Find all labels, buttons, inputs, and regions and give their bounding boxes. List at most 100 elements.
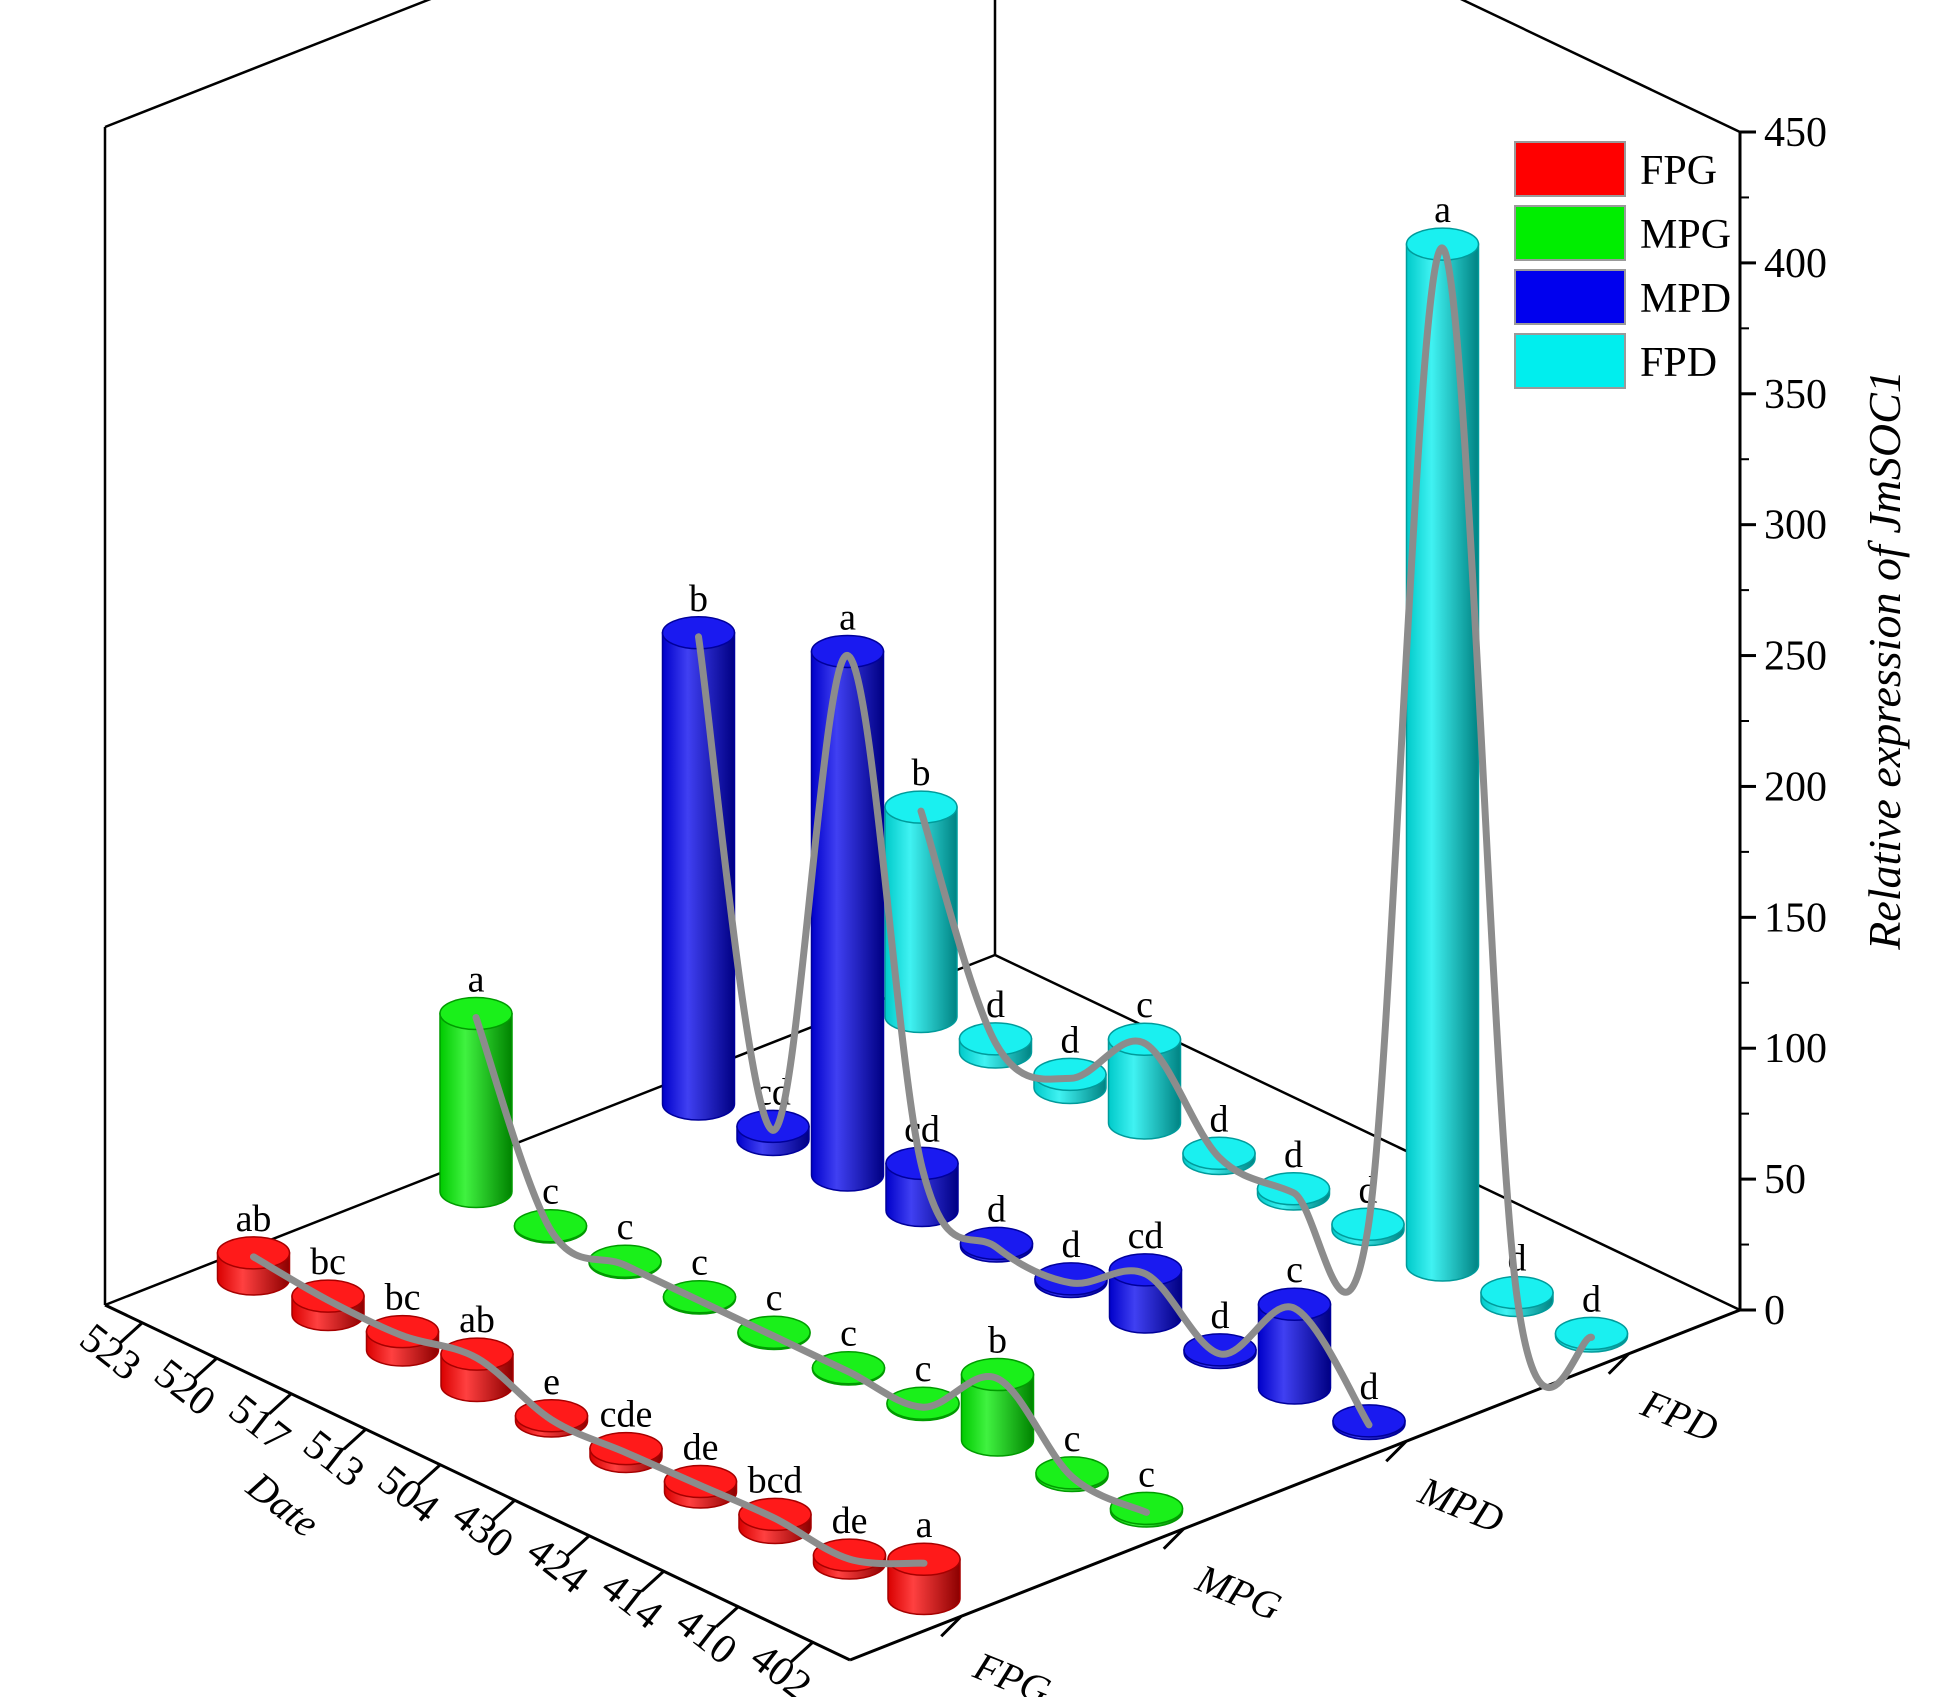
bar-MPD-520: cd	[736, 1071, 810, 1157]
bar-top	[1108, 1253, 1183, 1287]
bar-MPD-513: cd	[885, 1108, 959, 1228]
date-tick	[193, 1357, 218, 1380]
bar-top	[589, 1431, 663, 1466]
significance-label: bcd	[748, 1459, 803, 1501]
bar-MPG-513: c	[662, 1242, 737, 1315]
y-axis-label: Relative expression of JmSOC1	[1859, 370, 1910, 951]
date-tick	[491, 1499, 516, 1522]
bar-FPG-410: de	[812, 1500, 887, 1580]
bar-FPD-513: c	[1107, 984, 1182, 1140]
bar-MPD-424: cd	[1108, 1215, 1183, 1334]
legend: FPG MPG MPD FPD	[1514, 141, 1731, 389]
significance-label: e	[543, 1361, 560, 1403]
y-tick-label: 350	[1764, 372, 1827, 418]
bar-top	[1107, 1022, 1182, 1056]
significance-label: bc	[310, 1241, 346, 1283]
bar-MPD-410: c	[1257, 1249, 1332, 1405]
bar-FPG-430: cde	[589, 1394, 663, 1474]
significance-label: c	[766, 1277, 783, 1319]
x-axis-label: Date	[238, 1462, 328, 1546]
significance-label: a	[1434, 189, 1451, 231]
fit-line-FPG	[250, 1253, 928, 1568]
top-back-edge	[104, 0, 432, 129]
floor-right-back-edge	[994, 953, 1741, 1312]
date-tick	[566, 1534, 591, 1557]
bar-FPG-402: a	[887, 1504, 961, 1616]
bar-body	[1405, 243, 1480, 1282]
bar-MPG-424: c	[886, 1348, 960, 1422]
y-tick-label: 150	[1764, 895, 1827, 941]
legend-label-FPD: FPD	[1640, 340, 1717, 386]
legend-swatch-MPD	[1514, 269, 1626, 325]
y-tick-label: 0	[1764, 1288, 1785, 1334]
bar-top	[1405, 227, 1480, 261]
y-tick-label: 50	[1764, 1157, 1806, 1203]
significance-label: d	[1582, 1278, 1601, 1320]
significance-label: d	[1284, 1134, 1303, 1176]
bar-MPD-517: a	[810, 596, 885, 1192]
group-axis-line	[849, 1308, 1741, 1662]
date-tick-label: 402	[742, 1634, 820, 1697]
y-tick-label: 450	[1764, 110, 1827, 156]
significance-label: d	[1360, 1366, 1379, 1408]
bar-body	[810, 650, 885, 1192]
significance-label: ab	[459, 1299, 495, 1341]
significance-label: bc	[385, 1277, 421, 1319]
significance-label: c	[1286, 1249, 1303, 1291]
significance-label: c	[542, 1171, 559, 1213]
date-tick	[417, 1463, 442, 1486]
fit-line-MPD	[695, 633, 1373, 1429]
legend-label-FPG: FPG	[1640, 148, 1717, 194]
date-tick	[640, 1570, 665, 1593]
fit-line-FPD	[917, 244, 1595, 1391]
group-tick-label: FPD	[1634, 1380, 1724, 1451]
bar-FPG-513: ab	[440, 1299, 514, 1403]
date-tick	[268, 1392, 293, 1415]
significance-label: a	[916, 1504, 933, 1546]
bar-top	[216, 1236, 291, 1270]
significance-label: d	[987, 1188, 1006, 1230]
significance-label: d	[986, 984, 1005, 1026]
significance-label: c	[840, 1313, 857, 1355]
bar-MPG-430: c	[811, 1313, 886, 1386]
significance-label: ab	[236, 1198, 272, 1240]
y-tick-label: 200	[1764, 764, 1827, 810]
significance-label: cd	[1128, 1215, 1164, 1257]
significance-label: a	[468, 958, 485, 1000]
bar-FPD-414: a	[1405, 189, 1480, 1282]
significance-label: d	[1211, 1295, 1230, 1337]
group-tick-label: FPG	[967, 1642, 1057, 1697]
group-tick	[1607, 1352, 1630, 1375]
fit-line-MPG	[472, 1013, 1150, 1516]
group-tick-label: MPG	[1189, 1555, 1287, 1630]
significance-label: d	[1062, 1224, 1081, 1266]
y-tick-label: 100	[1764, 1026, 1827, 1072]
date-tick	[789, 1641, 814, 1664]
significance-label: c	[915, 1348, 932, 1390]
significance-label: b	[912, 752, 931, 794]
top-right-edge	[1460, 0, 1741, 134]
significance-label: b	[988, 1320, 1007, 1362]
significance-label: b	[689, 578, 708, 620]
bar-top	[440, 1337, 514, 1371]
bar-body	[439, 1012, 513, 1209]
significance-label: d	[1061, 1019, 1080, 1061]
significance-label: c	[1064, 1418, 1081, 1460]
bar-FPD-517: d	[1033, 1019, 1107, 1105]
y-tick-label: 250	[1764, 634, 1827, 680]
legend-swatch-FPG	[1514, 141, 1626, 197]
bar-FPD-402: d	[1554, 1278, 1629, 1353]
significance-label: d	[1210, 1098, 1229, 1140]
significance-label: c	[1136, 984, 1153, 1026]
bar-MPG-402: c	[1109, 1453, 1184, 1528]
date-tick	[715, 1605, 740, 1628]
bar-top	[886, 1386, 960, 1420]
group-tick-label: MPD	[1412, 1467, 1510, 1542]
group-tick	[1385, 1440, 1408, 1463]
significance-label: de	[683, 1427, 719, 1469]
y-axis: 0 50 100 150 200 250 300 350 400 450	[1740, 110, 1827, 1334]
significance-label: cde	[600, 1394, 653, 1436]
significance-label: c	[1138, 1453, 1155, 1495]
bar-FPD-504: d	[1182, 1098, 1256, 1176]
